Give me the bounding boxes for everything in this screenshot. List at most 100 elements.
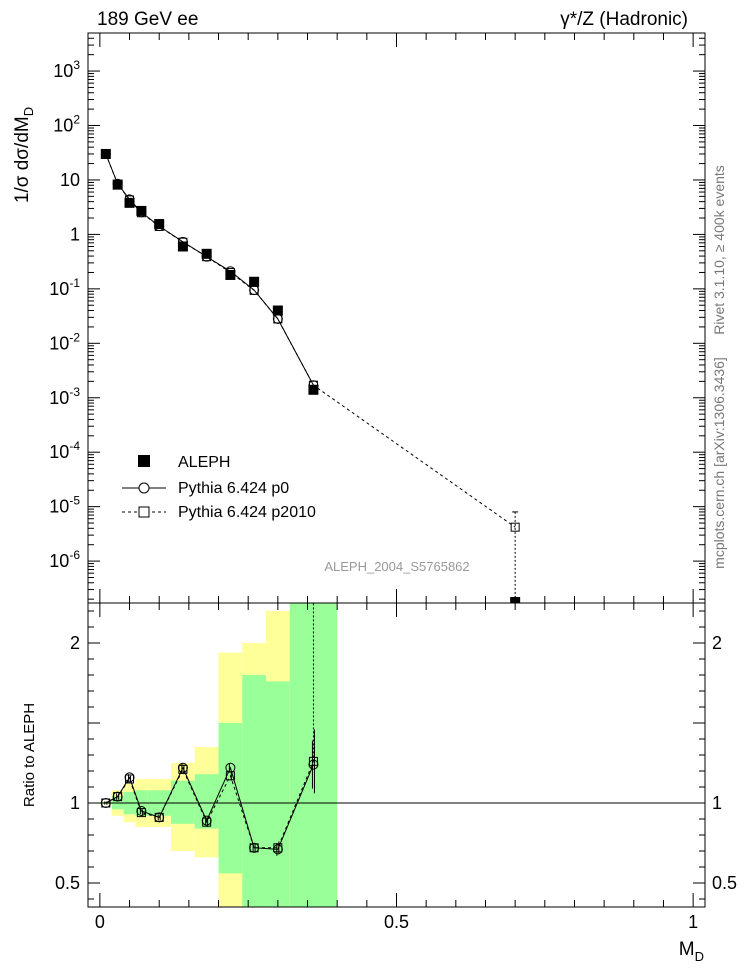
x-axis-label-text: M: [679, 939, 695, 960]
main-y-tick-base-8: 10: [53, 116, 73, 136]
main-y-tick-base-7: 10: [60, 170, 80, 190]
series-line-p2010: [105, 153, 516, 528]
data-point-aleph: [112, 179, 123, 190]
main-y-tick-label-6: 1: [70, 224, 80, 244]
main-y-tick-base-2: 10: [49, 442, 69, 462]
ratio-frame: [87, 602, 706, 908]
ratio-y-tick-label-0: 0.5: [55, 873, 80, 893]
data-point-aleph: [136, 205, 147, 216]
data-point-p2010: [154, 221, 164, 231]
header-right: γ*/Z (Hadronic): [560, 9, 688, 30]
ratio-point-p2010: [136, 808, 146, 818]
rivet-version-label: Rivet 3.1.10, ≥ 400k events: [711, 165, 727, 335]
data-point-p2010: [136, 208, 146, 218]
ratio-point-p2010: [113, 792, 123, 802]
main-y-tick-base-3: 10: [49, 388, 69, 408]
data-point-p2010: [510, 522, 520, 532]
data-point-aleph: [100, 148, 111, 159]
main-y-tick-exp-8: 2: [73, 113, 80, 127]
data-point-p2010: [178, 237, 188, 247]
x-axis-label: MD: [679, 939, 704, 964]
ratio-point-p2010: [125, 774, 135, 784]
main-y-tick-label-4: 10-2: [49, 330, 80, 353]
data-point-p2010: [113, 179, 123, 189]
ratio-y-tick-label-right-2: 2: [712, 633, 722, 653]
series-line-p0: [105, 153, 314, 386]
ratio-point-p2010: [178, 764, 188, 774]
main-y-tick-exp-2: -4: [69, 439, 80, 453]
ratio-point-p2010: [225, 771, 235, 781]
data-point-p2010: [308, 380, 318, 390]
main-y-tick-exp-4: -2: [69, 330, 80, 344]
ratio-line-p0: [105, 764, 314, 850]
main-y-axis-label-sub: D: [21, 107, 36, 116]
band-green-9: [265, 681, 290, 907]
ratio-point-p2010: [273, 843, 283, 853]
legend-label-aleph: ALEPH: [178, 454, 230, 471]
data-point-aleph: [201, 248, 212, 259]
mcplots-label: mcplots.cern.ch [arXiv:1306.3436]: [711, 357, 727, 569]
main-y-tick-label-1: 10-5: [49, 494, 80, 517]
legend-marker-aleph: [138, 455, 150, 467]
ratio-point-p2010: [249, 843, 259, 853]
ratio-y-tick-label-right-1: 1: [712, 793, 722, 813]
main-y-tick-exp-0: -6: [69, 548, 80, 562]
data-point-p2010: [125, 195, 135, 205]
main-y-tick-exp-9: 3: [73, 58, 80, 72]
main-y-tick-exp-3: -3: [69, 385, 80, 399]
data-point-p2010: [225, 267, 235, 277]
data-point-p2010: [249, 285, 259, 295]
data-point-p2010: [101, 149, 111, 159]
main-y-tick-base-6: 1: [70, 224, 80, 244]
data-point-aleph: [225, 269, 236, 280]
main-y-tick-label-2: 10-4: [49, 439, 80, 462]
x-tick-label-2: 1: [688, 912, 698, 932]
data-point-aleph: [124, 197, 135, 208]
analysis-watermark: ALEPH_2004_S5765862: [324, 559, 469, 574]
main-y-tick-base-5: 10: [49, 279, 69, 299]
main-y-tick-exp-1: -5: [69, 494, 80, 508]
data-point-aleph: [154, 219, 165, 230]
ratio-y-tick-label-2: 2: [70, 633, 80, 653]
data-point-p2010: [273, 314, 283, 324]
main-y-tick-exp-5: -1: [69, 276, 80, 290]
legend-marker-p2010: [138, 506, 150, 518]
legend: ALEPH Pythia 6.424 p0 Pythia 6.424 p2010: [122, 454, 316, 521]
ratio-y-tick-label-1: 1: [70, 793, 80, 813]
ratio-point-p2010: [202, 817, 212, 827]
x-axis-label-sub: D: [695, 949, 704, 964]
main-y-tick-base-0: 10: [49, 551, 69, 571]
ratio-point-p2010: [154, 812, 164, 822]
band-green-5: [171, 780, 195, 824]
x-tick-label-1: 0.5: [384, 912, 409, 932]
band-green-7: [218, 723, 243, 874]
ratio-y-tick-label-right-0: 0.5: [712, 873, 737, 893]
data-point-aleph: [272, 305, 283, 316]
main-y-tick-label-9: 103: [53, 58, 80, 81]
main-y-tick-base-9: 10: [53, 61, 73, 81]
legend-label-p0: Pythia 6.424 p0: [178, 480, 289, 497]
band-green-8: [242, 675, 266, 907]
main-y-tick-base-1: 10: [49, 497, 69, 517]
x-tick-label-0: 0: [95, 912, 105, 932]
main-y-tick-label-5: 10-1: [49, 276, 80, 299]
data-point-p2010: [202, 252, 212, 262]
data-point-aleph: [249, 276, 260, 287]
main-y-tick-base-4: 10: [49, 333, 69, 353]
band-green-6: [194, 774, 219, 829]
ratio-bands: [99, 603, 338, 907]
ratio-point-p2010: [101, 798, 111, 808]
header-left: 189 GeV ee: [97, 9, 198, 30]
ratio-point-p2010: [308, 756, 318, 766]
ratio-y-axis-label: Ratio to ALEPH: [21, 703, 38, 807]
header-right-symbol: γ: [560, 9, 570, 30]
data-point-aleph: [510, 597, 521, 603]
legend-marker-p0: [138, 482, 150, 494]
ratio-panel: 0 0.5 1 0.5 0.5 1 1 2 2: [55, 602, 737, 932]
ratio-line-p2010: [105, 761, 314, 849]
header-right-label: */Z (Hadronic): [570, 9, 688, 30]
main-y-axis-label: 1/σ dσ/dMD: [12, 107, 36, 203]
main-y-tick-label-7: 10: [60, 170, 80, 190]
